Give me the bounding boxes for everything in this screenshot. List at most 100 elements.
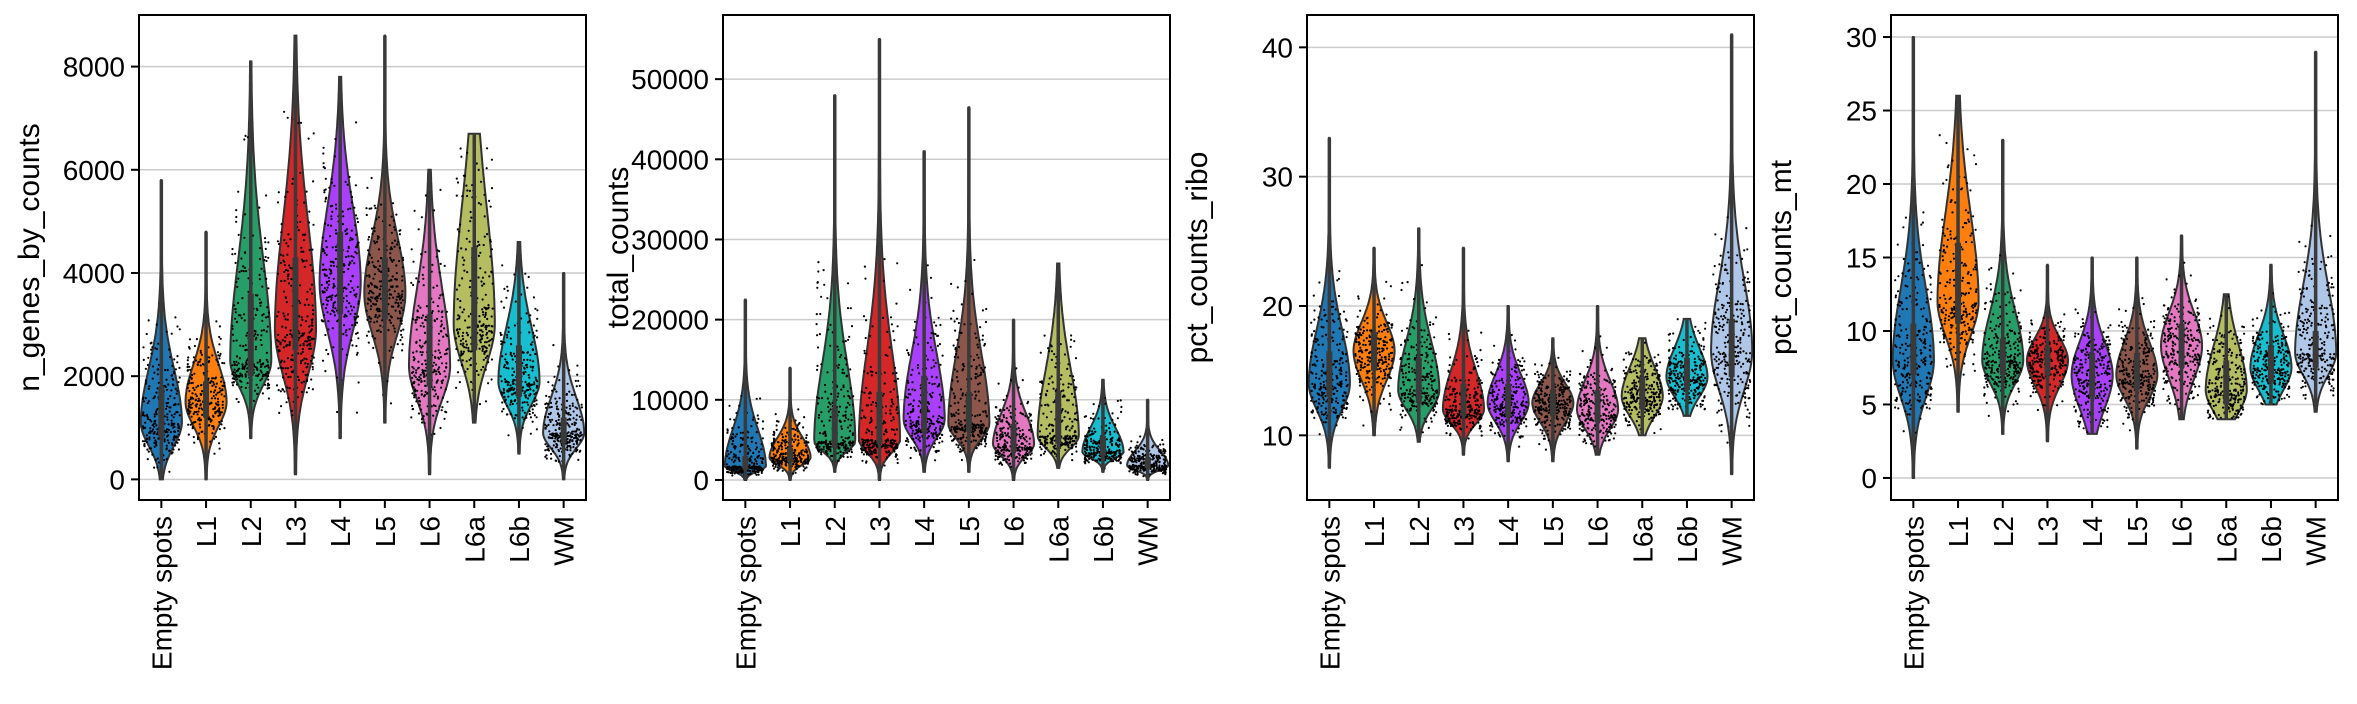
x-tick-label: Empty spots [1898,516,1929,670]
y-tick-label: 10 [1846,316,1877,347]
violin-points [499,264,539,437]
x-tick-label: L3 [2032,516,2063,547]
violin-l3 [857,38,902,481]
violin-l2 [813,94,857,473]
violin-l6 [1576,305,1620,456]
x-tick-label: L5 [954,516,985,547]
violin-l1 [184,230,228,481]
violin-l4 [1486,305,1530,463]
violin-l6a [452,132,496,424]
violin-points [994,367,1033,468]
x-tick-label: L2 [820,516,851,547]
violin-points [1712,216,1752,444]
violin-empty-spots [1891,36,1935,479]
x-tick-label: L6 [1583,516,1614,547]
axes-frame [138,14,587,501]
violin-wm [2294,50,2338,413]
y-tick-label: 0 [109,464,125,495]
x-tick-label: L2 [1404,516,1435,547]
x-tick-label: Empty spots [1314,516,1345,670]
x-tick-label: L1 [1359,516,1390,547]
x-tick-label: WM [549,516,580,566]
x-tick-label: L6b [504,516,535,563]
y-tick-label: 0 [1861,463,1877,494]
x-tick-label: L3 [280,516,311,547]
x-tick-label: L6 [415,516,446,547]
y-tick-label: 10000 [631,385,709,416]
violin-empty-spots [139,179,183,481]
violin-l6 [2159,234,2204,421]
y-tick-label: 25 [1846,96,1877,127]
y-axis-label: total_counts [602,167,635,329]
y-tick-label: 4000 [63,258,125,289]
violin-l5 [363,34,407,424]
x-tick-label: L3 [1448,516,1479,547]
x-tick-label: L1 [775,516,806,547]
y-tick-label: 6000 [63,155,125,186]
violin-l5 [2115,256,2159,450]
y-axis-label: pct_counts_ribo [1181,152,1214,364]
panel-3: 10 20 30 40 Empty spots L1 L2 L3 L4 L5 L6 L6a L6b WM p… [1181,14,1755,670]
x-tick-label: L6b [2256,516,2287,563]
violin-empty-spots [723,298,767,481]
y-tick-label: 15 [1846,243,1877,274]
violin-l1 [1352,246,1396,437]
x-tick-label: L6 [999,516,1030,547]
violin-l2 [229,60,273,440]
y-tick-label: 2000 [63,361,125,392]
violin-l6a [1620,337,1664,437]
violin-l5 [947,106,991,473]
y-tick-label: 30 [1846,22,1877,53]
x-tick-label: L1 [191,516,222,547]
violin-l4 [318,75,362,440]
x-tick-label: L6a [459,516,490,563]
x-tick-label: L4 [325,516,356,547]
x-tick-label: L6b [1088,516,1119,563]
violin-l6b [497,241,541,455]
violin-l4 [902,150,946,473]
y-tick-label: 10 [1262,420,1293,451]
violin-wm [1126,398,1170,481]
y-tick-label: 20 [1262,291,1293,322]
x-tick-label: L6a [1627,516,1658,563]
x-tick-label: L6a [1043,516,1074,563]
y-tick-label: 30 [1262,162,1293,193]
x-tick-label: L5 [2122,516,2153,547]
y-tick-label: 30000 [631,224,709,255]
violin-points [1310,270,1349,445]
x-tick-label: L5 [370,516,401,547]
x-tick-label: L2 [1988,516,2019,547]
x-tick-label: L1 [1943,516,1974,547]
y-tick-label: 40 [1262,32,1293,63]
panel-2: 0 10000 20000 30000 40000 50000 Empty spots L1 L… [602,14,1171,670]
x-tick-label: WM [1717,516,1748,566]
y-axis-label: pct_counts_mt [1765,159,1798,355]
violin-l3 [2025,263,2069,443]
y-tick-label: 20 [1846,169,1877,200]
x-tick-label: L6b [1672,516,1703,563]
violin-l2 [1397,227,1441,443]
violin-points [455,147,494,406]
violin-wm [1710,33,1754,476]
x-tick-label: L2 [236,516,267,547]
y-axis-label: n_genes_by_counts [13,123,46,392]
violin-points [860,258,900,467]
violin-l4 [2070,256,2114,435]
panel-1: 0 2000 4000 6000 8000 Empty spots L1 L2 L3 L4 L5 L6… [13,14,587,670]
violin-l5 [1531,337,1575,463]
x-tick-label: L4 [1493,516,1524,547]
x-tick-label: WM [2301,516,2332,566]
violin-l6b [2249,263,2293,406]
violin-wm [542,272,586,481]
x-tick-label: L6a [2211,516,2242,563]
x-tick-label: L5 [1538,516,1569,547]
x-tick-label: WM [1133,516,1164,566]
y-tick-label: 40000 [631,144,709,175]
violin-l6b [1081,378,1125,473]
x-tick-label: L4 [2077,516,2108,547]
violin-points [1622,341,1662,435]
axes-frame [722,14,1171,501]
y-tick-label: 50000 [631,64,709,95]
x-tick-label: L6 [2167,516,2198,547]
